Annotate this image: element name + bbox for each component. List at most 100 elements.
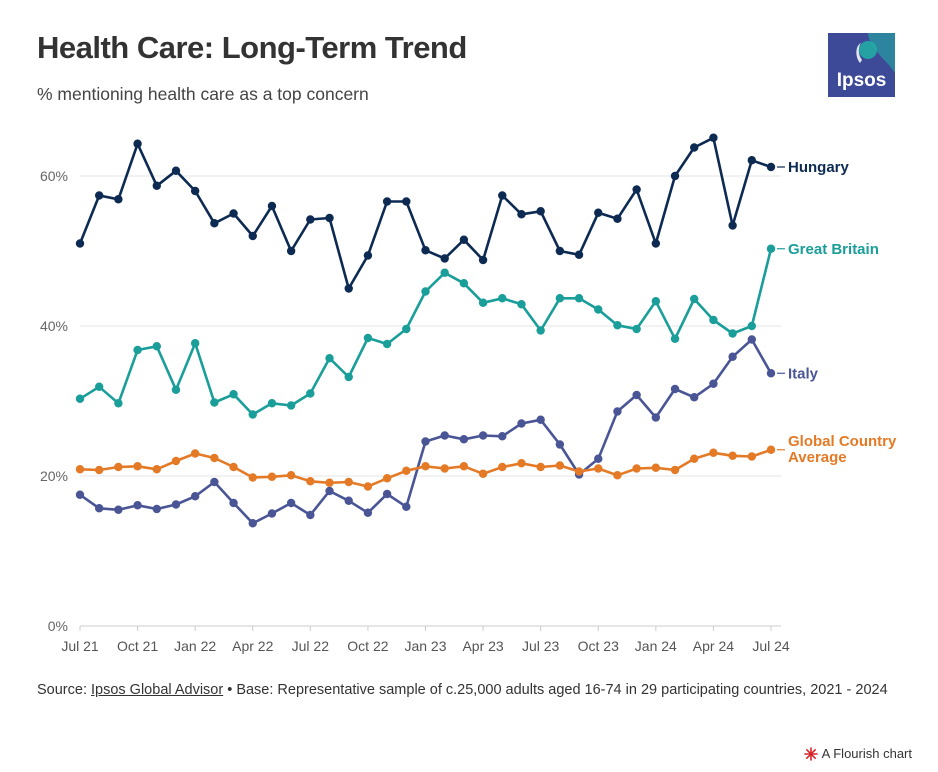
flourish-credit[interactable]: A Flourish chart bbox=[803, 746, 912, 761]
x-tick-label: Oct 23 bbox=[578, 638, 619, 654]
data-point bbox=[709, 315, 718, 325]
series-line bbox=[78, 136, 772, 290]
data-point bbox=[171, 385, 181, 394]
data-point bbox=[555, 461, 565, 470]
data-point bbox=[459, 435, 469, 444]
data-point bbox=[210, 219, 219, 228]
data-point bbox=[402, 502, 411, 511]
chart-grid bbox=[80, 175, 781, 627]
data-point bbox=[94, 382, 104, 391]
data-point bbox=[382, 474, 392, 483]
data-point bbox=[344, 372, 353, 382]
chart-subtitle: % mentioning health care as a top concer… bbox=[37, 84, 369, 104]
x-tick-label: Oct 22 bbox=[347, 638, 388, 654]
data-point bbox=[114, 399, 123, 408]
data-point bbox=[286, 401, 296, 410]
data-point bbox=[632, 464, 641, 473]
series-label: Average bbox=[788, 449, 847, 466]
data-point bbox=[190, 492, 200, 501]
data-point bbox=[286, 498, 296, 508]
data-point bbox=[459, 279, 469, 288]
data-point bbox=[555, 440, 565, 449]
data-point bbox=[594, 454, 603, 463]
series-hungary bbox=[75, 133, 776, 293]
data-point bbox=[459, 462, 469, 471]
data-point bbox=[229, 209, 238, 218]
data-point bbox=[747, 452, 757, 461]
x-tick-label: Jul 21 bbox=[61, 638, 99, 654]
data-point bbox=[286, 246, 296, 256]
series-line bbox=[79, 338, 773, 525]
data-point bbox=[152, 181, 161, 190]
data-point bbox=[498, 191, 507, 200]
series-labels: Hungary Great Britain Italy Global CountryA… bbox=[777, 159, 897, 466]
y-axis: 0% 20% 40% 60% bbox=[40, 168, 68, 634]
data-point bbox=[421, 462, 430, 471]
data-point bbox=[709, 133, 718, 142]
series-label: Global Country bbox=[788, 433, 897, 450]
data-point bbox=[613, 321, 622, 330]
data-point bbox=[421, 246, 430, 255]
data-point bbox=[517, 210, 526, 219]
y-tick-label: 0% bbox=[48, 618, 68, 634]
data-point bbox=[75, 490, 85, 499]
data-point bbox=[632, 185, 641, 194]
data-point bbox=[325, 213, 334, 223]
data-point bbox=[75, 465, 85, 474]
data-point bbox=[594, 208, 603, 217]
data-point bbox=[210, 398, 219, 407]
data-point bbox=[152, 342, 161, 351]
data-point bbox=[402, 324, 411, 334]
data-point bbox=[536, 207, 545, 216]
y-tick-label: 20% bbox=[40, 468, 68, 484]
data-point bbox=[766, 162, 776, 172]
data-point bbox=[536, 415, 545, 424]
data-point bbox=[402, 466, 411, 475]
x-tick-label: Jan 24 bbox=[635, 638, 677, 654]
data-point bbox=[171, 500, 181, 509]
data-point bbox=[363, 251, 373, 260]
data-point bbox=[152, 504, 161, 514]
series-great-britain bbox=[75, 244, 776, 419]
data-point bbox=[114, 505, 123, 514]
data-point bbox=[248, 519, 257, 528]
data-point bbox=[94, 465, 104, 475]
data-point bbox=[440, 464, 449, 473]
data-point bbox=[670, 171, 680, 181]
data-point bbox=[286, 471, 296, 480]
data-point bbox=[248, 410, 257, 419]
source-link[interactable]: Ipsos Global Advisor bbox=[91, 682, 224, 698]
data-point bbox=[421, 437, 430, 446]
data-point bbox=[459, 235, 469, 244]
data-point bbox=[747, 335, 757, 344]
data-point bbox=[133, 501, 142, 510]
data-point bbox=[133, 139, 142, 148]
y-tick-label: 60% bbox=[40, 168, 68, 184]
data-point bbox=[171, 456, 181, 466]
data-point bbox=[670, 384, 680, 394]
data-point bbox=[325, 478, 334, 487]
data-point bbox=[210, 453, 219, 463]
data-point bbox=[594, 464, 603, 473]
data-point bbox=[536, 462, 545, 472]
series-label: Italy bbox=[788, 365, 819, 382]
chart-title: Health Care: Long-Term Trend bbox=[37, 30, 467, 65]
data-point bbox=[517, 459, 526, 468]
x-tick-label: Jul 24 bbox=[752, 638, 790, 654]
data-point bbox=[478, 469, 488, 478]
series-italy bbox=[75, 335, 776, 528]
data-point bbox=[728, 221, 737, 230]
data-point bbox=[478, 255, 488, 265]
data-point bbox=[517, 419, 526, 428]
data-point bbox=[382, 489, 392, 499]
data-point bbox=[75, 394, 85, 403]
data-point bbox=[267, 201, 277, 211]
data-point bbox=[75, 239, 85, 248]
data-point bbox=[306, 215, 315, 224]
data-point bbox=[690, 294, 699, 304]
data-point bbox=[690, 143, 699, 152]
x-tick-label: Oct 21 bbox=[117, 638, 158, 654]
data-point bbox=[478, 431, 488, 440]
data-point bbox=[574, 294, 584, 303]
data-point bbox=[766, 445, 776, 454]
